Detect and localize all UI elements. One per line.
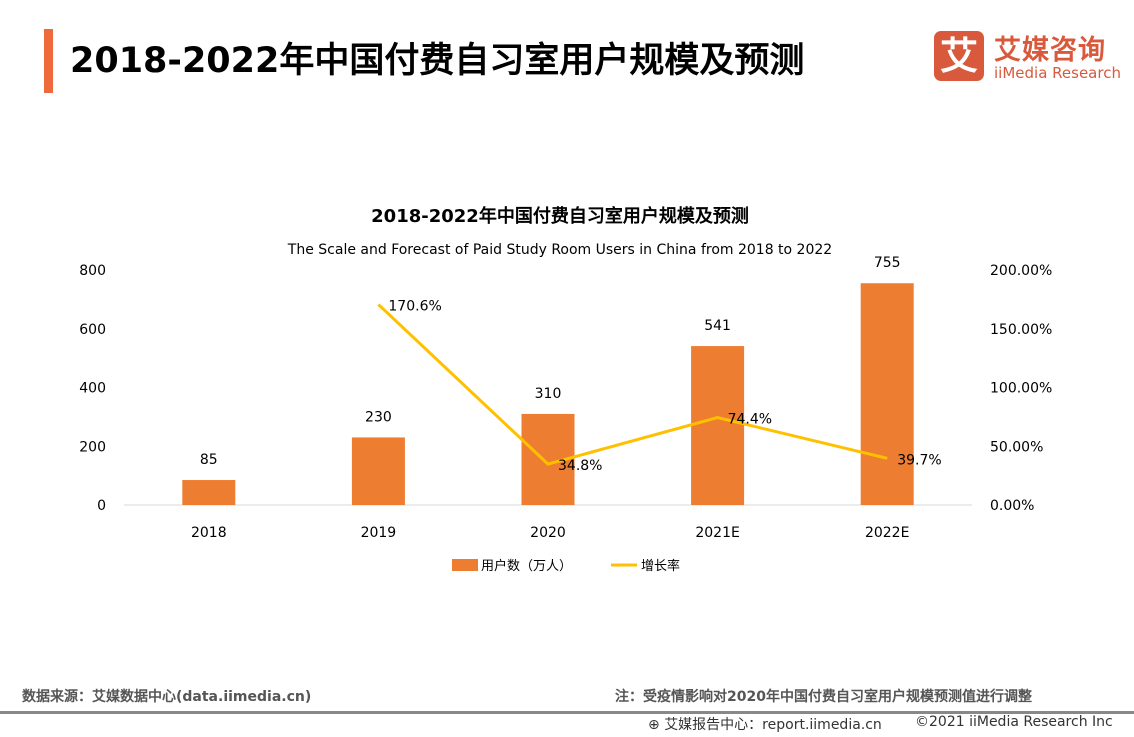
right-tick-label: 0.00% [990,498,1034,514]
line-data-label: 39.7% [897,452,941,468]
line-data-label: 34.8% [558,458,602,474]
page-title: 2018-2022年中国付费自习室用户规模及预测 [70,41,805,81]
line-data-label: 170.6% [388,299,441,315]
legend-bar-swatch [452,559,478,571]
left-tick-label: 600 [79,322,106,338]
right-tick-label: 150.00% [990,322,1052,338]
x-tick-label: 2020 [530,525,566,541]
left-tick-label: 400 [79,381,106,397]
x-tick-label: 2018 [191,525,227,541]
bar [351,437,405,505]
bar-data-label: 310 [535,386,562,402]
x-tick-label: 2021E [695,525,739,541]
footer-divider [0,711,1134,714]
legend-line-label: 增长率 [641,558,680,574]
bar-data-label: 230 [365,409,392,425]
bar-data-label: 85 [200,452,218,468]
right-tick-label: 100.00% [990,381,1052,397]
bar-data-label: 541 [704,318,731,334]
right-tick-label: 50.00% [990,439,1043,455]
growth-line [377,303,888,466]
source-text: 数据来源：艾媒数据中心(data.iimedia.cn) [22,689,312,705]
right-tick-label: 200.00% [990,263,1052,279]
bar-data-label: 755 [874,255,901,271]
left-tick-label: 0 [97,498,106,514]
note-text: 注：受疫情影响对2020年中国付费自习室用户规模预测值进行调整 [615,689,1032,705]
logo-mark: 艾 [934,31,984,81]
chart-subtitle: The Scale and Forecast of Paid Study Roo… [287,242,832,258]
report-text: 艾媒报告中心：report.iimedia.cn [664,717,882,733]
bar [691,346,745,505]
logo-en: iiMedia Research [994,64,1121,82]
bar [182,480,236,505]
left-tick-label: 200 [79,439,106,455]
x-tick-label: 2019 [361,525,397,541]
legend-bar-label: 用户数（万人） [481,558,572,574]
x-tick-label: 2022E [865,525,909,541]
copyright: ©2021 iiMedia Research Inc [915,714,1113,730]
chart-title: 2018-2022年中国付费自习室用户规模及预测 [371,205,749,227]
globe-icon: ⊕ [648,717,660,733]
logo-cn: 艾媒咨询 [994,35,1106,66]
line-data-label: 74.4% [728,412,772,428]
bar [860,283,914,505]
report-link[interactable]: ⊕ 艾媒报告中心：report.iimedia.cn [648,714,882,734]
left-tick-label: 800 [79,263,106,279]
title-accent-bar [44,29,53,93]
